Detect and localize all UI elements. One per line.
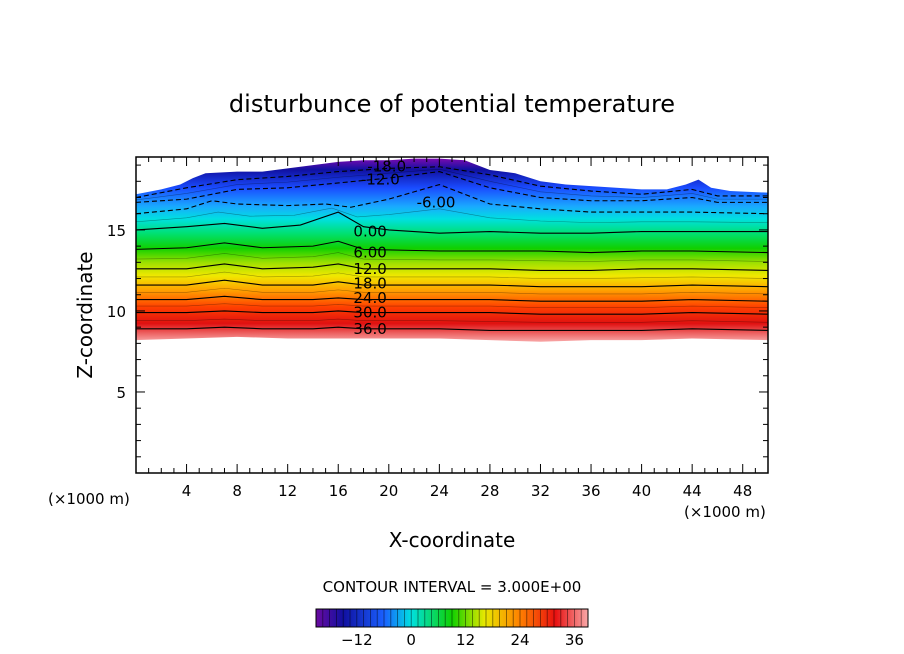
contour-labels: -18.0-12.0 -6.00 0.00 6.0012.018.024.030.03… bbox=[353, 158, 455, 338]
y-axis-ticks: 5 10 15 bbox=[107, 164, 768, 458]
x-unit-label: (×1000 m) bbox=[684, 503, 766, 521]
contour-label: 30.0 bbox=[353, 304, 386, 322]
band-line bbox=[136, 287, 768, 295]
x-axis-ticks: 4 8 12 16 20 24 28 32 36 40 44 48 bbox=[148, 157, 756, 500]
x-tick-label: 12 bbox=[278, 482, 297, 500]
colorbar-tick-label: 36 bbox=[565, 631, 584, 649]
contour-bands bbox=[136, 168, 768, 323]
band-line bbox=[136, 303, 768, 309]
band-line bbox=[136, 168, 768, 201]
contour-interval-text: CONTOUR INTERVAL = 3.000E+00 bbox=[323, 578, 582, 596]
x-tick-label: 16 bbox=[329, 482, 348, 500]
contour-label: -18.0 bbox=[367, 158, 406, 176]
contour-line bbox=[136, 295, 768, 302]
contour-label: -12.0 bbox=[361, 171, 400, 189]
contour-line bbox=[136, 171, 768, 203]
x-tick-label: 44 bbox=[683, 482, 702, 500]
colorbar-tick-label: 12 bbox=[456, 631, 475, 649]
contour-line bbox=[136, 166, 768, 199]
band-line bbox=[136, 318, 768, 323]
x-tick-label: 32 bbox=[531, 482, 550, 500]
colorbar-tick-label: −12 bbox=[341, 631, 373, 649]
colorbar-ticks: −12 0 12 24 36 bbox=[341, 631, 584, 649]
x-tick-label: 24 bbox=[430, 482, 449, 500]
band-line bbox=[136, 207, 768, 223]
contour-label: 36.0 bbox=[353, 320, 386, 338]
x-tick-label: 4 bbox=[182, 482, 192, 500]
chart-title: disturbunce of potential temperature bbox=[229, 90, 675, 118]
contour-line bbox=[136, 279, 768, 288]
x-tick-label: 8 bbox=[232, 482, 242, 500]
contour-line bbox=[136, 183, 768, 215]
x-tick-label: 36 bbox=[581, 482, 600, 500]
contour-label: 18.0 bbox=[353, 274, 386, 292]
x-tick-label: 48 bbox=[733, 482, 752, 500]
band-line bbox=[136, 271, 768, 279]
x-axis-label: X-coordinate bbox=[389, 528, 516, 552]
colorbar-tick-label: 0 bbox=[406, 631, 416, 649]
contour-label: 0.00 bbox=[353, 223, 386, 241]
x-tick-label: 40 bbox=[632, 482, 651, 500]
contour-label: 12.0 bbox=[353, 260, 386, 278]
colorbar-divisions bbox=[322, 609, 582, 627]
contour-lines bbox=[136, 166, 768, 331]
y-axis-label: Z-coordinate bbox=[73, 251, 97, 378]
contour-label: 24.0 bbox=[353, 289, 386, 307]
colorbar-tick-label: 24 bbox=[510, 631, 529, 649]
contour-label: 6.00 bbox=[353, 244, 386, 262]
x-tick-label: 28 bbox=[480, 482, 499, 500]
contour-line bbox=[136, 240, 768, 254]
y-tick-label: 15 bbox=[107, 222, 126, 240]
contour-line bbox=[136, 326, 768, 331]
x-tick-label: 20 bbox=[379, 482, 398, 500]
y-tick-label: 10 bbox=[107, 303, 126, 321]
contour-line bbox=[136, 263, 768, 271]
y-unit-label: (×1000 m) bbox=[48, 490, 130, 508]
band-line bbox=[136, 252, 768, 262]
contour-line bbox=[136, 310, 768, 315]
y-tick-label: 5 bbox=[116, 384, 126, 402]
contour-fill bbox=[136, 158, 768, 342]
contour-line bbox=[136, 211, 768, 234]
contour-label: -6.00 bbox=[417, 193, 456, 211]
